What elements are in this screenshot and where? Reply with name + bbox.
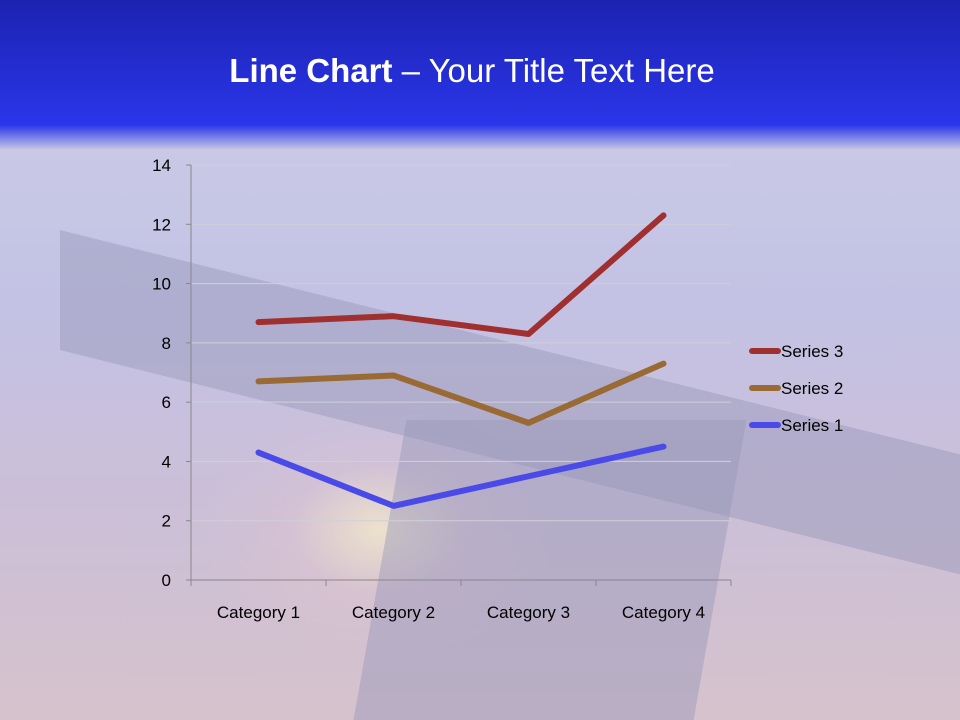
y-tick-label: 0 — [162, 571, 171, 590]
y-tick-label: 2 — [162, 512, 171, 531]
slide-title: Line Chart – Your Title Text Here — [229, 52, 715, 89]
y-tick-label: 4 — [162, 452, 171, 471]
legend-label: Series 3 — [781, 342, 843, 361]
x-tick-label: Category 3 — [487, 603, 570, 622]
x-tick-label: Category 1 — [217, 603, 300, 622]
y-tick-label: 8 — [162, 334, 171, 353]
y-tick-label: 10 — [152, 275, 171, 294]
series-line-2 — [255, 360, 667, 426]
background-glow — [200, 400, 560, 660]
y-tick-label: 12 — [152, 215, 171, 234]
y-tick-label: 14 — [152, 156, 171, 175]
legend-label: Series 1 — [781, 416, 843, 435]
legend-label: Series 2 — [781, 379, 843, 398]
y-tick-label: 6 — [162, 393, 171, 412]
series-line-3 — [255, 212, 667, 337]
x-tick-label: Category 4 — [622, 603, 705, 622]
series-line-1 — [255, 443, 667, 509]
x-tick-label: Category 2 — [352, 603, 435, 622]
